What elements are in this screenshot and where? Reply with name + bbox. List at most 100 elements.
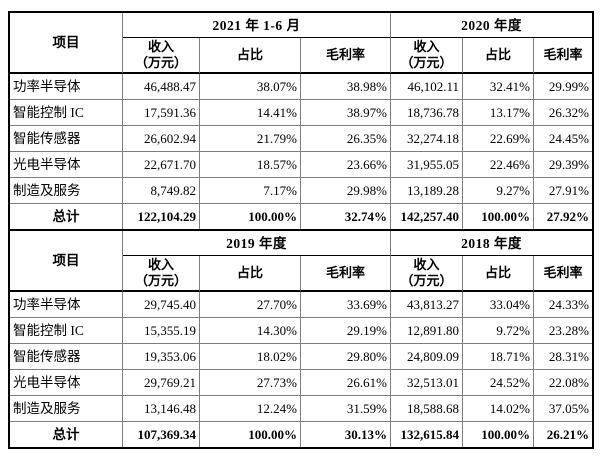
total-revenue-cell: 132,615.84: [391, 422, 463, 447]
margin-cell: 28.31%: [534, 344, 592, 370]
share-cell: 24.52%: [463, 370, 534, 396]
margin-cell: 22.08%: [534, 370, 592, 396]
item-column-header: 项目: [10, 13, 123, 74]
total-margin-cell: 30.13%: [301, 422, 391, 447]
margin-cell: 29.99%: [534, 74, 592, 100]
revenue-column-header: 收入 （万元）: [123, 38, 200, 74]
revenue-cell: 18,736.78: [391, 100, 463, 126]
margin-header-text: 毛利率: [543, 265, 583, 280]
revenue-cell: 46,102.11: [391, 74, 463, 100]
share-cell: 9.72%: [463, 318, 534, 344]
share-cell: 27.70%: [200, 292, 301, 318]
revenue-header-line1: 收入: [413, 257, 440, 272]
margin-cell: 26.61%: [301, 370, 391, 396]
revenue-header-line2: （万元）: [134, 273, 187, 288]
share-cell: 12.24%: [200, 396, 301, 422]
revenue-cell: 13,146.48: [123, 396, 200, 422]
revenue-cell: 13,189.28: [391, 178, 463, 204]
margin-cell: 29.98%: [301, 178, 391, 204]
row-label: 光电半导体: [10, 152, 123, 178]
revenue-cell: 29,769.21: [123, 370, 200, 396]
total-revenue-cell: 122,104.29: [123, 204, 200, 229]
revenue-column-header: 收入 （万元）: [391, 256, 463, 292]
revenue-cell: 24,809.09: [391, 344, 463, 370]
share-cell: 14.02%: [463, 396, 534, 422]
row-label: 功率半导体: [10, 74, 123, 100]
revenue-column-header: 收入 （万元）: [391, 38, 463, 74]
share-column-header: 占比: [463, 38, 534, 74]
margin-cell: 38.98%: [301, 74, 391, 100]
margin-cell: 33.69%: [301, 292, 391, 318]
margin-column-header: 毛利率: [534, 256, 592, 292]
period-header-2018: 2018 年度: [391, 231, 592, 256]
share-cell: 33.04%: [463, 292, 534, 318]
share-cell: 13.17%: [463, 100, 534, 126]
margin-cell: 27.91%: [534, 178, 592, 204]
margin-cell: 38.97%: [301, 100, 391, 126]
total-revenue-cell: 107,369.34: [123, 422, 200, 447]
share-cell: 9.27%: [463, 178, 534, 204]
revenue-cell: 32,274.18: [391, 126, 463, 152]
total-margin-cell: 27.92%: [546, 209, 589, 224]
share-column-header: 占比: [200, 256, 301, 292]
revenue-cell: 18,588.68: [391, 396, 463, 422]
share-cell: 18.57%: [200, 152, 301, 178]
revenue-cell: 32,513.01: [391, 370, 463, 396]
share-header-text: 占比: [236, 47, 263, 62]
share-cell: 32.41%: [463, 74, 534, 100]
margin-cell: 23.28%: [534, 318, 592, 344]
revenue-header-line2: （万元）: [400, 273, 453, 288]
total-margin-cell: 32.74%: [301, 204, 391, 229]
row-label: 智能传感器: [10, 344, 123, 370]
share-header-text: 占比: [236, 265, 263, 280]
revenue-header-line1: 收入: [147, 39, 174, 54]
share-header-text: 占比: [484, 47, 511, 62]
revenue-header-line1: 收入: [147, 257, 174, 272]
margin-column-header: 毛利率: [534, 38, 592, 74]
row-label: 智能传感器: [10, 126, 123, 152]
revenue-header-line1: 收入: [413, 39, 440, 54]
total-share-cell: 100.00%: [200, 204, 301, 229]
row-label: 智能控制 IC: [10, 318, 123, 344]
revenue-cell: 8,749.82: [123, 178, 200, 204]
share-column-header: 占比: [463, 256, 534, 292]
margin-header-text: 毛利率: [325, 265, 365, 280]
share-cell: 14.41%: [200, 100, 301, 126]
total-share-cell: 100.00%: [463, 422, 534, 447]
share-cell: 21.79%: [200, 126, 301, 152]
row-label: 制造及服务: [10, 178, 123, 204]
period-header-2019: 2019 年度: [123, 231, 391, 256]
share-cell: 7.17%: [200, 178, 301, 204]
margin-cell: 37.05%: [534, 396, 592, 422]
margin-column-header: 毛利率: [301, 256, 391, 292]
share-cell: 22.46%: [463, 152, 534, 178]
revenue-breakdown-table: 项目 2021 年 1-6 月 2020 年度 收入 （万元） 占比 毛利率 收…: [8, 11, 594, 449]
total-row-label: 总计: [10, 204, 123, 229]
share-cell: 18.71%: [463, 344, 534, 370]
total-margin-cell: 26.21%: [546, 427, 589, 442]
revenue-header-line2: （万元）: [400, 55, 453, 70]
share-column-header: 占比: [200, 38, 301, 74]
total-share-cell: 100.00%: [463, 204, 534, 229]
share-cell: 18.02%: [200, 344, 301, 370]
share-cell: 14.30%: [200, 318, 301, 344]
share-header-text: 占比: [484, 265, 511, 280]
margin-cell: 26.32%: [534, 100, 592, 126]
revenue-cell: 15,355.19: [123, 318, 200, 344]
revenue-cell: 19,353.06: [123, 344, 200, 370]
share-cell: 27.73%: [200, 370, 301, 396]
share-cell: 22.69%: [463, 126, 534, 152]
share-cell: 38.07%: [200, 74, 301, 100]
margin-cell: 24.33%: [534, 292, 592, 318]
row-label: 智能控制 IC: [10, 100, 123, 126]
row-label: 功率半导体: [10, 292, 123, 318]
margin-cell: 29.80%: [301, 344, 391, 370]
margin-cell: 23.66%: [301, 152, 391, 178]
margin-header-text: 毛利率: [543, 47, 583, 62]
revenue-cell: 17,591.36: [123, 100, 200, 126]
total-row-label: 总计: [10, 422, 123, 447]
margin-cell: 29.19%: [301, 318, 391, 344]
margin-column-header: 毛利率: [301, 38, 391, 74]
row-label: 光电半导体: [10, 370, 123, 396]
